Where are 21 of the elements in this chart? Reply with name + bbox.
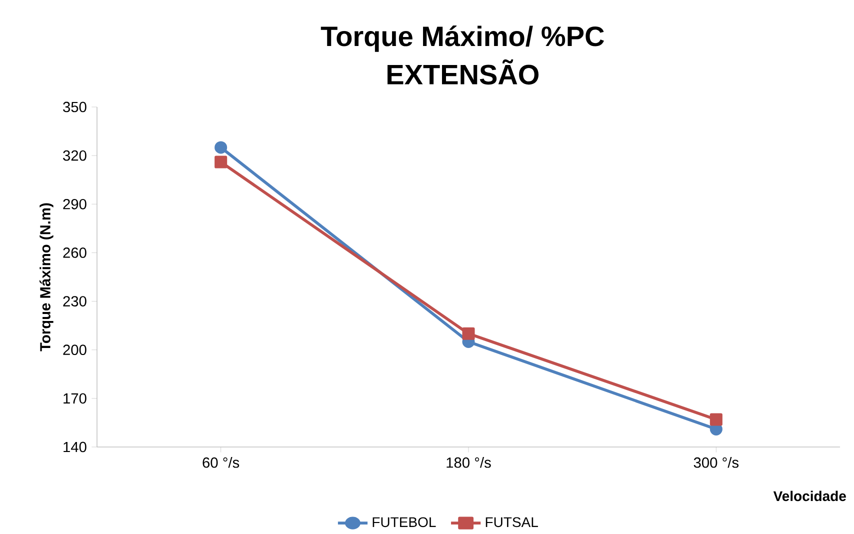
point [710,413,722,426]
y-axis-title: Torque Máximo (N.m) [40,203,54,352]
chart-title: Torque Máximo/ %PC [320,25,604,52]
x-axis-title: Velocidade [773,490,846,501]
y-tick-label: 140 [64,442,86,452]
chart-subtitle: EXTENSÃO [388,59,538,84]
y-tick-label: 290 [63,198,86,210]
x-tick-label: 60 °/s [202,456,240,468]
x-tick-label: 300 °/s [694,456,739,468]
y-tick-label: 170 [64,393,86,404]
y-tick-label: 230 [63,296,86,306]
x-tick-label: 180 °/s [446,456,491,468]
legend-label: FUTEBOL [372,517,436,527]
legend-label: FUTSAL [486,517,538,527]
y-tick-label: 200 [63,344,86,355]
y-tick-label: 260 [63,247,86,258]
y-tick-label: 350 [63,102,86,112]
point [214,141,228,154]
y-tick-label: 320 [63,150,86,161]
point [214,156,228,168]
point [462,327,475,340]
